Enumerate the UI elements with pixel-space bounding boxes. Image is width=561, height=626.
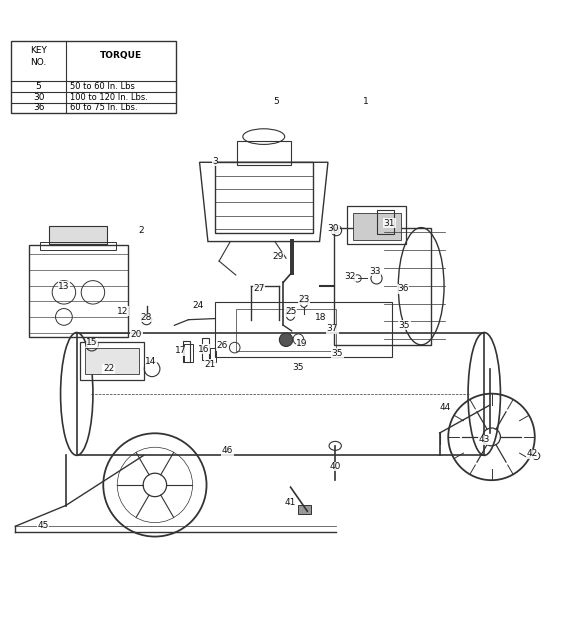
Text: 5: 5 [273,98,279,106]
Bar [49,227,108,244]
Text: TORQUE: TORQUE [100,51,142,59]
Text: 32: 32 [344,272,356,281]
Text: 30: 30 [33,93,44,101]
Text: 31: 31 [384,218,395,228]
Bar [185,344,194,362]
Text: 33: 33 [369,267,380,275]
Text: 20: 20 [131,330,142,339]
Text: 46: 46 [222,446,233,455]
Text: 41: 41 [285,498,296,507]
Bar [183,341,190,362]
Bar [29,245,127,337]
Bar [215,302,392,357]
Text: 24: 24 [192,301,204,310]
Text: 18: 18 [315,313,327,322]
Text: 43: 43 [479,435,490,444]
Text: 35: 35 [292,363,304,372]
Text: 2: 2 [138,226,144,235]
Bar [11,41,176,113]
Text: 26: 26 [216,341,228,351]
Text: 40: 40 [329,462,341,471]
Text: 100 to 120 In. Lbs.: 100 to 120 In. Lbs. [70,93,148,101]
Text: 12: 12 [117,307,129,316]
Text: 3: 3 [212,156,218,166]
Text: KEY: KEY [30,46,47,55]
Text: 35: 35 [332,349,343,357]
Bar [203,338,209,361]
Text: 19: 19 [296,339,307,348]
Ellipse shape [279,333,293,347]
Text: 28: 28 [140,313,151,322]
Text: 16: 16 [197,345,209,354]
Text: 17: 17 [176,346,187,356]
Bar [85,347,139,374]
Bar [210,348,216,362]
Bar [215,162,313,233]
Bar [353,212,401,240]
Text: 14: 14 [145,357,157,366]
Bar [347,207,406,244]
Text: 13: 13 [58,282,70,290]
Text: 60 to 75 In. Lbs.: 60 to 75 In. Lbs. [70,103,138,112]
Bar [237,141,291,165]
Text: 25: 25 [285,307,296,316]
Text: 27: 27 [253,284,264,294]
Text: 23: 23 [298,295,310,304]
Bar [77,332,484,455]
Text: 1: 1 [363,98,369,106]
Text: 36: 36 [397,284,408,294]
Bar [298,505,311,514]
Text: 50 to 60 In. Lbs: 50 to 60 In. Lbs [70,82,135,91]
Text: 37: 37 [327,324,338,333]
Text: 15: 15 [86,338,98,347]
Text: NO.: NO. [30,58,47,67]
Text: 35: 35 [399,321,410,330]
Bar [80,342,144,380]
Bar [236,309,337,351]
Text: 45: 45 [38,521,49,530]
Text: 29: 29 [272,252,283,261]
Text: 36: 36 [33,103,44,112]
Text: 5: 5 [36,82,42,91]
Text: 44: 44 [440,403,451,413]
Text: 42: 42 [526,449,537,458]
Text: 30: 30 [328,224,339,233]
Bar [40,242,116,250]
Bar [334,228,431,345]
Text: 21: 21 [204,360,216,369]
Text: 22: 22 [103,364,114,373]
Bar [376,210,394,233]
